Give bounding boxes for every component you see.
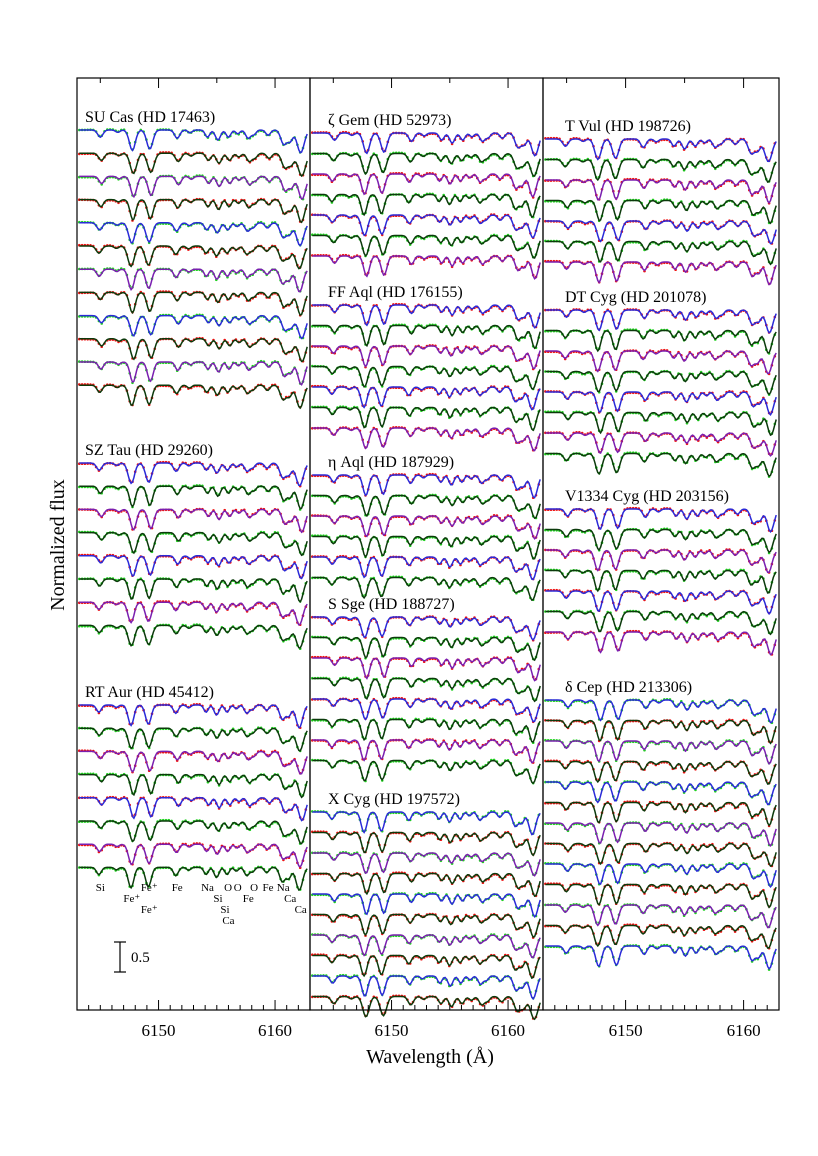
model-spectrum — [79, 314, 308, 340]
model-spectrum — [312, 739, 541, 764]
model-spectrum — [79, 198, 308, 224]
model-spectrum — [79, 578, 308, 604]
observed-spectrum — [311, 554, 541, 581]
model-spectrum — [79, 601, 308, 626]
model-spectrum — [79, 843, 308, 868]
model-spectrum — [79, 175, 308, 201]
model-spectrum — [79, 245, 308, 270]
model-spectrum — [79, 268, 308, 293]
model-spectrum — [312, 474, 541, 499]
model-spectrum — [312, 759, 541, 785]
observed-spectrum — [78, 243, 308, 269]
model-spectrum — [79, 508, 308, 534]
observed-spectrum — [78, 703, 308, 729]
observed-spectrum — [78, 726, 308, 753]
model-spectrum — [79, 129, 308, 154]
model-spectrum — [79, 555, 308, 580]
model-spectrum — [312, 193, 541, 219]
model-spectrum — [312, 345, 541, 370]
observed-spectrum — [311, 758, 541, 785]
spectra-layer — [78, 128, 777, 1021]
observed-spectrum — [78, 267, 308, 293]
observed-spectrum — [78, 577, 308, 603]
model-spectrum — [79, 291, 308, 316]
model-spectrum — [312, 556, 541, 581]
model-spectrum — [79, 727, 308, 752]
model-spectrum — [79, 384, 308, 410]
model-spectrum — [312, 255, 541, 280]
model-spectrum — [79, 531, 308, 557]
model-spectrum — [79, 750, 308, 775]
model-spectrum — [79, 152, 308, 178]
observed-spectrum — [311, 384, 541, 410]
observed-spectrum — [78, 600, 308, 626]
model-spectrum — [79, 361, 308, 386]
model-spectrum — [79, 338, 308, 363]
model-spectrum — [79, 773, 308, 799]
model-spectrum — [79, 462, 308, 487]
model-spectrum — [79, 704, 308, 729]
model-spectrum — [79, 485, 308, 510]
model-spectrum — [312, 427, 541, 452]
observed-spectrum — [78, 842, 308, 869]
model-spectrum — [79, 222, 308, 247]
model-spectrum — [312, 616, 541, 641]
observed-spectrum — [78, 460, 308, 488]
model-spectrum — [79, 624, 308, 649]
observed-spectrum — [78, 623, 308, 650]
